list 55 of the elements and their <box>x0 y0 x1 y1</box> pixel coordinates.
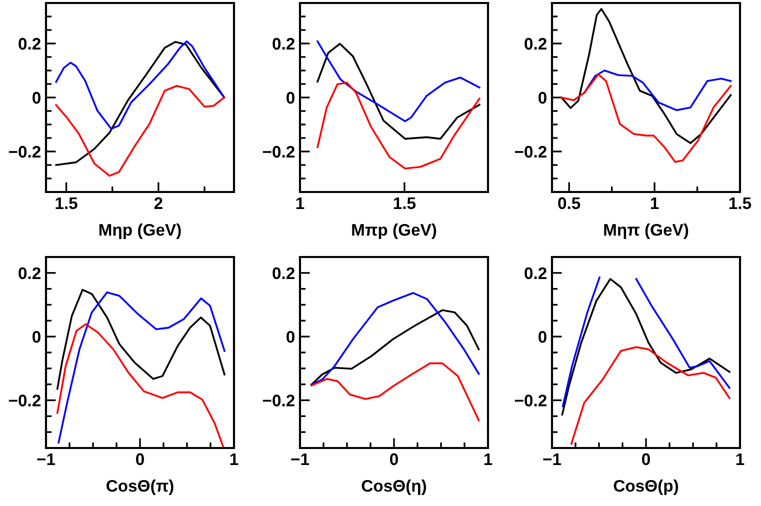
x-tick-label: 1 <box>736 453 744 465</box>
line-series <box>58 291 226 444</box>
y-tick-label: 0.2 <box>524 38 546 50</box>
y-tick-label: 0 <box>286 92 294 104</box>
x-tick-label: 0 <box>390 453 398 466</box>
line-series <box>310 292 480 386</box>
y-tick-label: −0.2 <box>8 394 40 406</box>
line-series <box>584 70 732 112</box>
x-tick-label: 0 <box>642 453 650 466</box>
line-series <box>316 42 480 140</box>
x-tick-label: 1 <box>650 197 659 209</box>
y-tick-label: 0.2 <box>18 267 40 280</box>
line-series <box>55 40 226 166</box>
line-series <box>560 73 732 163</box>
x-tick-label: −1 <box>543 453 562 465</box>
x-axis-title: CosΘ(π) <box>106 480 174 496</box>
y-tick-label: 0.2 <box>524 267 546 280</box>
y-tick-label: −0.2 <box>8 146 40 158</box>
y-tick-label: 0 <box>32 92 40 104</box>
x-tick-label: 2 <box>154 197 162 209</box>
line-series <box>56 323 225 448</box>
x-tick-label: 1.5 <box>56 197 78 210</box>
y-tick-label: −0.2 <box>262 394 294 406</box>
x-tick-label: 1 <box>230 453 238 465</box>
x-tick-label: −1 <box>291 453 310 465</box>
y-tick-label: 0 <box>538 330 546 343</box>
y-tick-label: 0 <box>32 330 40 343</box>
y-tick-label: 0 <box>286 330 294 343</box>
x-tick-label: 0 <box>136 453 144 466</box>
y-tick-label: −0.2 <box>262 146 294 158</box>
y-tick-label: −0.2 <box>514 146 546 158</box>
y-tick-label: 0.2 <box>18 38 40 50</box>
x-tick-label: 1 <box>484 453 492 465</box>
x-axis-title: Mηπ (GeV) <box>604 224 688 240</box>
line-series <box>570 346 730 445</box>
line-series <box>310 309 480 386</box>
y-tick-label: −0.2 <box>514 394 546 406</box>
x-axis-title: Mπp (GeV) <box>352 224 436 240</box>
x-tick-label: 1.5 <box>394 197 416 210</box>
x-axis-title: CosΘ(p) <box>614 480 678 496</box>
line-series <box>310 362 480 422</box>
x-tick-label: 0.5 <box>558 197 580 210</box>
x-axis-title: Mηp (GeV) <box>99 224 181 240</box>
y-tick-label: 0.2 <box>272 38 294 50</box>
line-series <box>316 40 480 122</box>
y-tick-label: 0 <box>538 92 546 104</box>
x-tick-label: 1 <box>296 197 304 209</box>
x-axis-title: CosΘ(η) <box>362 480 426 496</box>
y-tick-label: 0.2 <box>272 267 294 280</box>
line-series <box>56 288 226 390</box>
line-series <box>55 84 226 177</box>
x-tick-label: 1.5 <box>729 197 752 210</box>
line-series <box>316 82 480 170</box>
x-tick-label: −1 <box>37 453 56 465</box>
line-series <box>55 40 226 130</box>
